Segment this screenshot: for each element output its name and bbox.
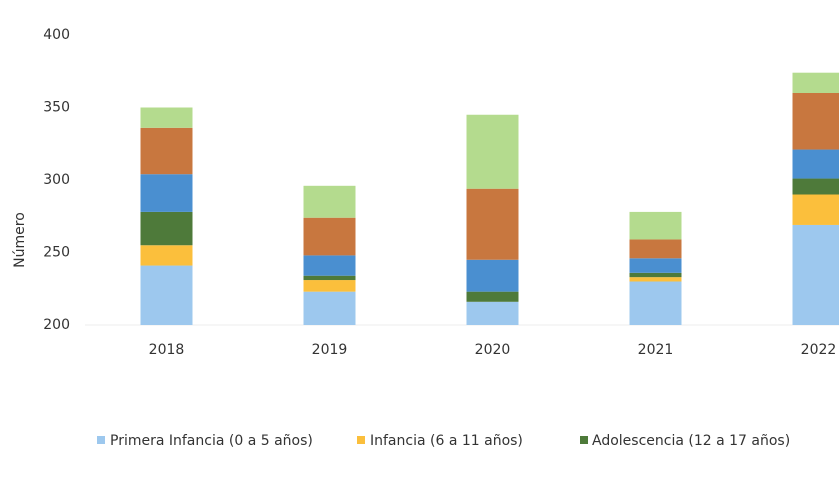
bar-segment [303, 291, 356, 325]
bar-segment [303, 275, 356, 281]
bar-segment [466, 259, 519, 292]
bar-segment [792, 149, 839, 179]
legend-swatch [357, 436, 365, 444]
legend-swatch [580, 436, 588, 444]
bar-segment [140, 127, 193, 175]
bar-segment [303, 255, 356, 276]
bar-segment [629, 277, 682, 282]
bar-segment [466, 291, 519, 302]
x-tick-label: 2022 [801, 342, 837, 358]
bar-segment [792, 224, 839, 325]
bar-segment [140, 211, 193, 246]
bar-segment [303, 185, 356, 218]
x-tick-label: 2020 [475, 342, 511, 358]
bar-segment [792, 178, 839, 195]
x-tick-label: 2019 [312, 342, 348, 358]
bar-segment [140, 107, 193, 128]
legend-label: Adolescencia (12 a 17 años) [592, 433, 790, 449]
bar-segment [466, 301, 519, 325]
bar-segment [466, 114, 519, 189]
legend-label: Infancia (6 a 11 años) [370, 433, 523, 449]
bar-segment [303, 280, 356, 292]
bar-segment [140, 265, 193, 325]
y-tick-label: 400 [43, 27, 70, 43]
y-tick-label: 200 [43, 317, 70, 333]
bar-segment [140, 245, 193, 266]
y-tick-label: 350 [43, 100, 70, 116]
bar-segment [140, 174, 193, 212]
y-tick-label: 250 [43, 245, 70, 261]
bar-segment [792, 194, 839, 225]
x-tick-label: 2018 [149, 342, 185, 358]
bar-segment [629, 272, 682, 278]
y-axis-label: Número [12, 212, 28, 268]
bar-segment [466, 188, 519, 260]
bar-segment [629, 258, 682, 273]
bar-segment [629, 239, 682, 259]
bar-segment [629, 211, 682, 240]
x-tick-label: 2021 [638, 342, 674, 358]
legend-swatch [97, 436, 105, 444]
legend-label: Primera Infancia (0 a 5 años) [110, 433, 313, 449]
bar-segment [303, 217, 356, 256]
y-tick-label: 300 [43, 172, 70, 188]
bar-segment [629, 281, 682, 325]
bar-segment [792, 93, 839, 150]
bar-segment [792, 72, 839, 93]
